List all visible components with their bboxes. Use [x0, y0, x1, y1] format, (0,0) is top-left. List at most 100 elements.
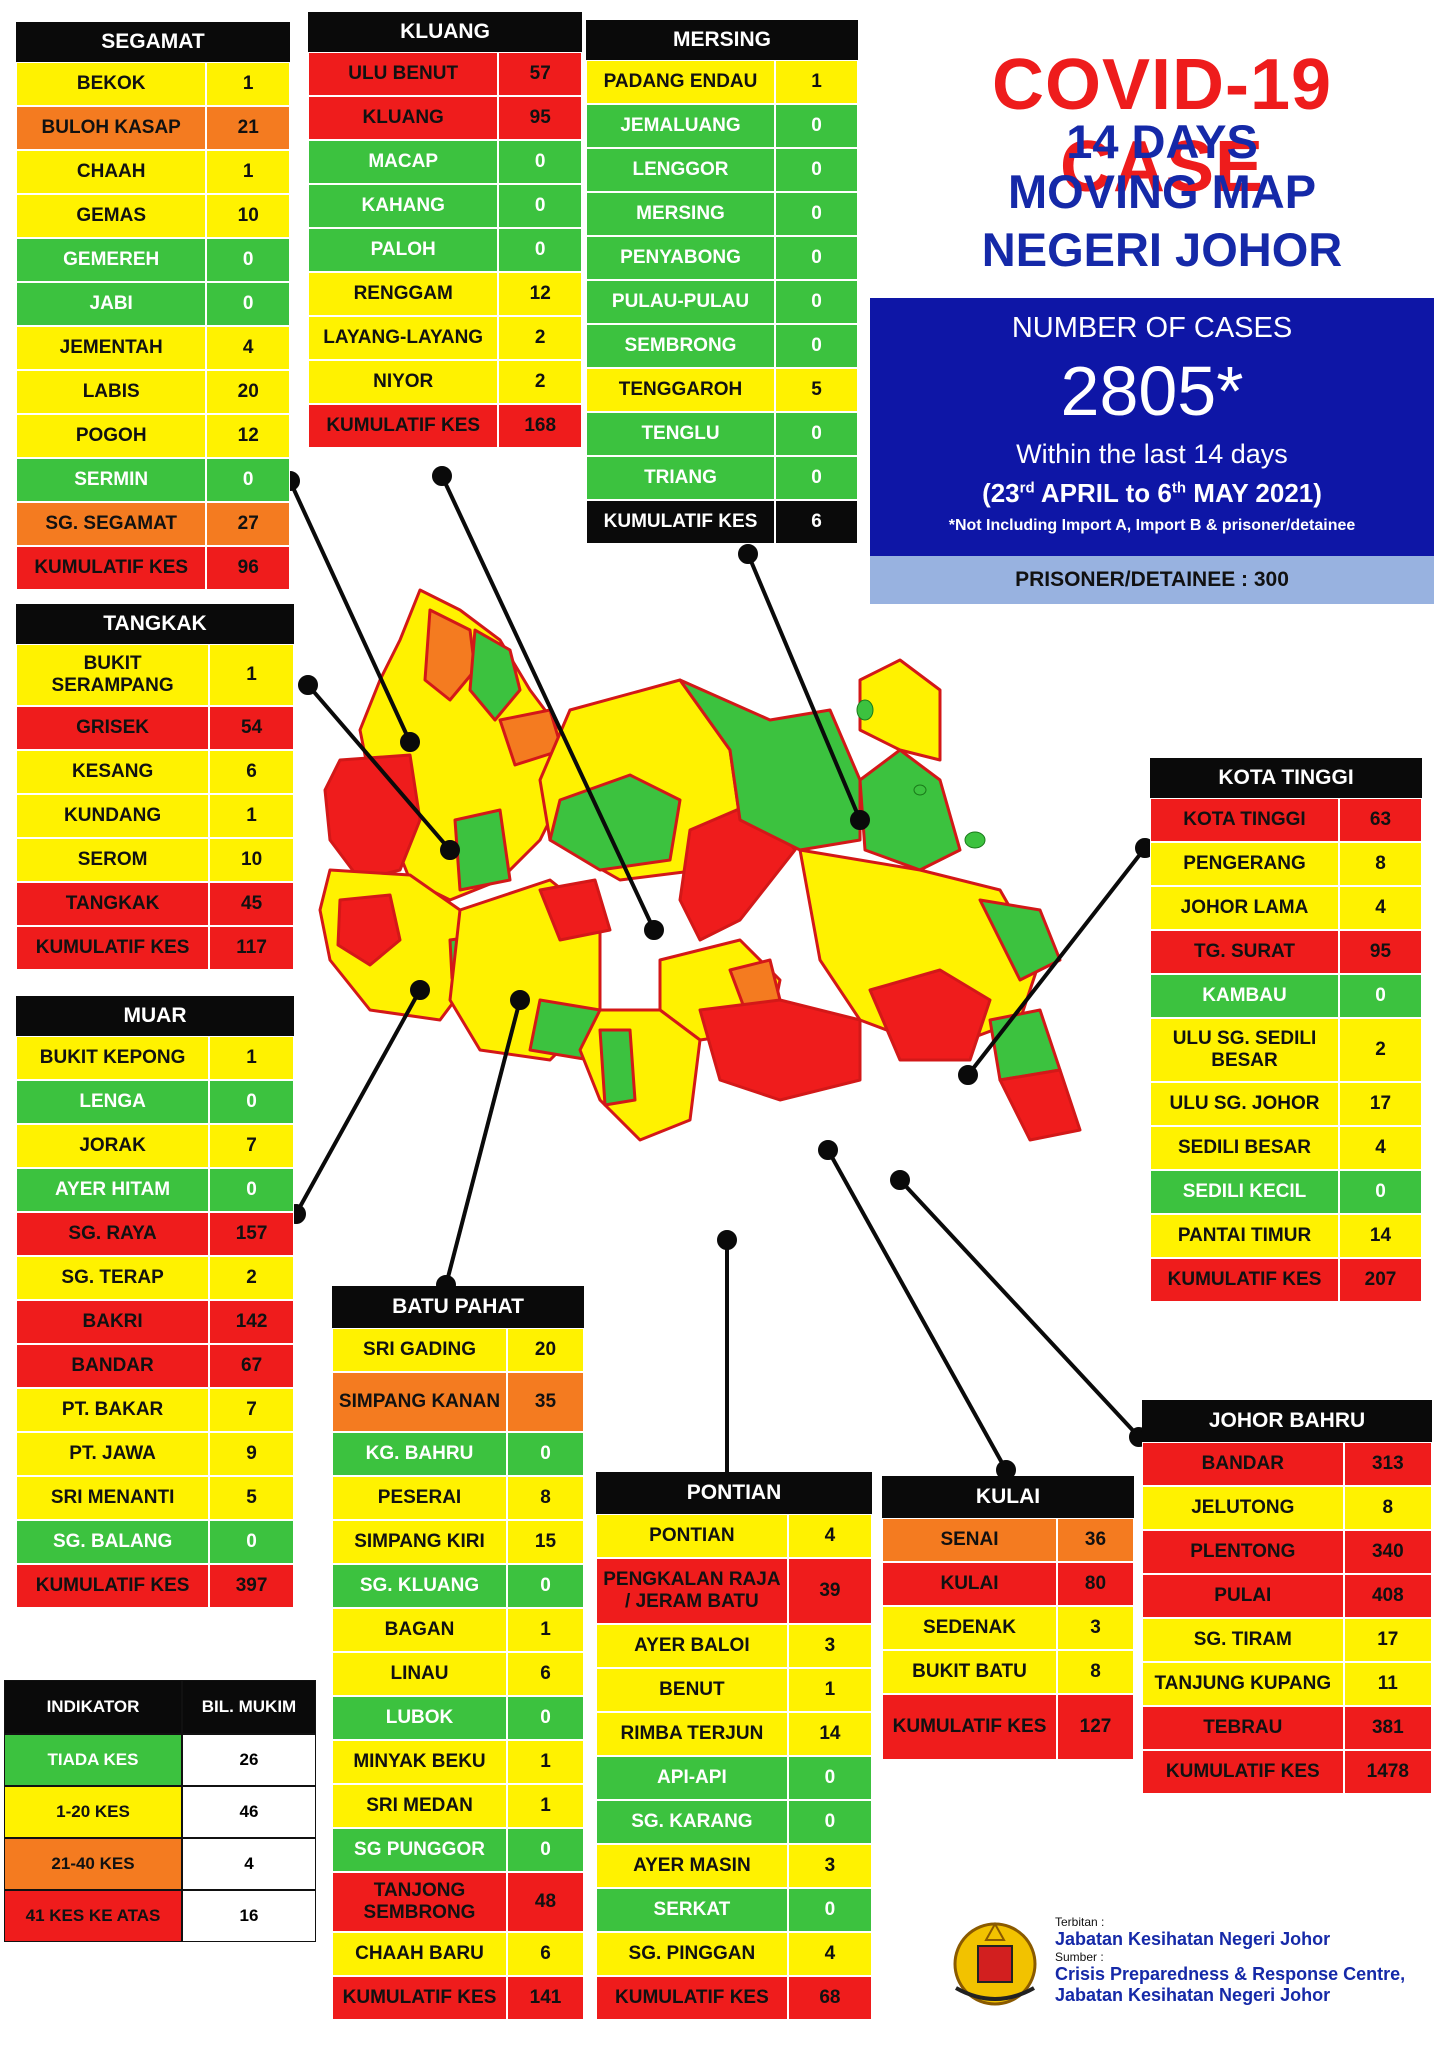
- mukim-name: SERKAT: [597, 1889, 789, 1931]
- mukim-name: SG. BALANG: [17, 1521, 211, 1563]
- case-count: 7: [246, 1399, 257, 1420]
- mukim-name: TEBRAU: [1143, 1707, 1345, 1749]
- legend-count: 16: [182, 1890, 316, 1942]
- mukim-name: SG. TERAP: [17, 1257, 211, 1299]
- legend-row: 41 KES KE ATAS 16: [4, 1890, 316, 1942]
- cumulative-row: KUMULATIF KES 117: [16, 926, 294, 970]
- cumulative-row: KUMULATIF KES 6: [586, 500, 858, 544]
- case-count: 1: [811, 71, 822, 92]
- mukim-name: KUMULATIF KES: [309, 405, 500, 447]
- case-count: 3: [1090, 1617, 1101, 1638]
- mukim-row: LABIS 20: [16, 370, 290, 414]
- mukim-row: SERKAT 0: [596, 1888, 872, 1932]
- case-count: 35: [534, 1391, 557, 1412]
- map-region-pontian-green: [598, 1028, 637, 1107]
- case-count: 117: [236, 937, 267, 958]
- case-count: 1: [824, 1679, 836, 1700]
- mukim-name: PESERAI: [333, 1477, 508, 1519]
- district-header: BATU PAHAT: [332, 1286, 584, 1328]
- mukim-name: KG. BAHRU: [333, 1433, 508, 1475]
- mukim-name: TRIANG: [587, 457, 776, 499]
- district-header: SEGAMAT: [16, 22, 290, 62]
- legend-head-indikator: INDIKATOR: [4, 1680, 182, 1734]
- mukim-row: SRI MENANTI 5: [16, 1476, 294, 1520]
- sumber-label: Sumber :: [1055, 1950, 1104, 1964]
- mukim-row: JEMALUANG 0: [586, 104, 858, 148]
- mukim-row: JELUTONG 8: [1142, 1486, 1432, 1530]
- mukim-row: AYER MASIN 3: [596, 1844, 872, 1888]
- mukim-row: PESERAI 8: [332, 1476, 584, 1520]
- case-count: 36: [1084, 1529, 1107, 1550]
- map-region-johorbahru-red: [698, 998, 862, 1102]
- mukim-row: KAMBAU 0: [1150, 974, 1422, 1018]
- mukim-name: SEDILI KECIL: [1151, 1171, 1340, 1213]
- legend-indicator: 21-40 KES: [4, 1838, 182, 1890]
- mukim-row: PENYABONG 0: [586, 236, 858, 280]
- island-2: [964, 831, 986, 849]
- district-header: MERSING: [586, 20, 858, 60]
- mukim-row: PENGKALAN RAJA / JERAM BATU 39: [596, 1558, 872, 1624]
- mukim-name: PENGERANG: [1151, 843, 1340, 885]
- case-count: 0: [246, 1091, 257, 1112]
- mukim-row: SRI MEDAN 1: [332, 1784, 584, 1828]
- table-batupahat: BATU PAHAT SRI GADING 20 SIMPANG KANAN 35 KG.…: [332, 1286, 584, 2020]
- mukim-row: NIYOR 2: [308, 360, 582, 404]
- mukim-row: MINYAK BEKU 1: [332, 1740, 584, 1784]
- cumulative-row: KUMULATIF KES 96: [16, 546, 290, 590]
- case-count: 10: [241, 849, 263, 870]
- mukim-row: KOTA TINGGI 63: [1150, 798, 1422, 842]
- case-count: 17: [1369, 1093, 1392, 1114]
- mukim-row: SIMPANG KIRI 15: [332, 1520, 584, 1564]
- cumulative-row: KUMULATIF KES 207: [1150, 1258, 1422, 1302]
- mukim-name: LABIS: [17, 371, 208, 413]
- main-title: COVID-19 CASE: [991, 45, 1333, 207]
- cases-heading: NUMBER OF CASES: [1011, 312, 1293, 344]
- mukim-name: SG. TIRAM: [1143, 1619, 1345, 1661]
- mukim-row: BEKOK 1: [16, 62, 290, 106]
- mukim-name: PONTIAN: [597, 1515, 789, 1557]
- map-region-kotatinggi-green2: [988, 1008, 1062, 1082]
- period-line: Within the last 14 days: [1016, 439, 1288, 469]
- legend-indicator: TIADA KES: [4, 1734, 182, 1786]
- mukim-row: BUKIT KEPONG 1: [16, 1036, 294, 1080]
- mukim-name: KESANG: [17, 751, 211, 793]
- mukim-row: PENGERANG 8: [1150, 842, 1422, 886]
- case-count: 14: [819, 1723, 841, 1744]
- mukim-name: KULAI: [883, 1563, 1058, 1605]
- mukim-name: MERSING: [587, 193, 776, 235]
- case-count: 68: [819, 1987, 841, 2008]
- case-count: 141: [529, 1987, 562, 2008]
- mukim-row: LUBOK 0: [332, 1696, 584, 1740]
- case-count: 1: [540, 1795, 551, 1816]
- mukim-row: LINAU 6: [332, 1652, 584, 1696]
- table-kulai: KULAI SENAI 36 KULAI 80 SEDENAK 3 BUKIT BATU 8 KU…: [882, 1476, 1134, 1760]
- mukim-row: POGOH 12: [16, 414, 290, 458]
- case-count: 11: [1377, 1673, 1398, 1694]
- mukim-row: MACAP 0: [308, 140, 582, 184]
- mukim-row: SG PUNGGOR 0: [332, 1828, 584, 1872]
- credits: Terbitan : Jabatan Kesihatan Negeri Joho…: [1055, 1915, 1405, 2006]
- mukim-name: KUMULATIF KES: [17, 1565, 211, 1607]
- mukim-row: SEROM 10: [16, 838, 294, 882]
- case-count: 1: [246, 805, 257, 826]
- mukim-name: KOTA TINGGI: [1151, 799, 1340, 841]
- mukim-name: KUMULATIF KES: [17, 927, 211, 969]
- mukim-row: SENAI 36: [882, 1518, 1134, 1562]
- mukim-name: GEMAS: [17, 195, 208, 237]
- mukim-name: KAHANG: [309, 185, 500, 227]
- case-count: 0: [242, 249, 254, 270]
- cumulative-row: KUMULATIF KES 68: [596, 1976, 872, 2020]
- case-count: 57: [529, 63, 551, 84]
- case-count: 408: [1371, 1585, 1404, 1606]
- mukim-name: LUBOK: [333, 1697, 508, 1739]
- mukim-name: POGOH: [17, 415, 208, 457]
- case-count: 8: [1375, 853, 1386, 874]
- mukim-name: ULU SG. SEDILI BESAR: [1151, 1019, 1340, 1081]
- mukim-row: ULU SG. SEDILI BESAR 2: [1150, 1018, 1422, 1082]
- mukim-name: SRI MEDAN: [333, 1785, 508, 1827]
- mukim-row: SG. BALANG 0: [16, 1520, 294, 1564]
- case-count: 2: [534, 327, 546, 348]
- mukim-row: ULU SG. JOHOR 17: [1150, 1082, 1422, 1126]
- case-count: 17: [1377, 1629, 1399, 1650]
- mukim-row: PT. JAWA 9: [16, 1432, 294, 1476]
